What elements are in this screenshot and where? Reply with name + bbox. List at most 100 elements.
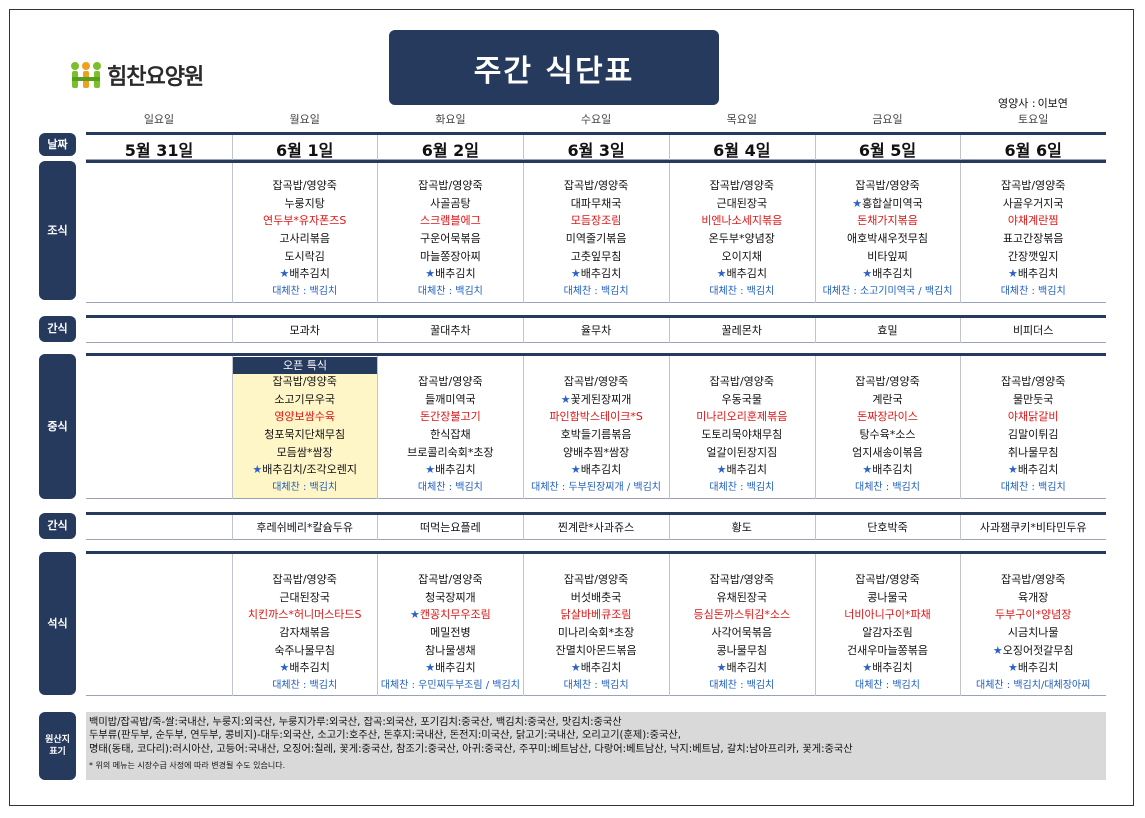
column-divider [960, 554, 962, 696]
menu-item-text: 사골우거지국 [1002, 196, 1064, 210]
menu-item: 잡곡밥/영양죽 [377, 571, 523, 589]
lunch-cell: 잡곡밥/영양죽 우동국물 미나리오리훈제볶음 도토리묵야채무침 얼갈이된장지짐 ★배추김치… [669, 373, 815, 497]
column-divider [814, 318, 816, 343]
menu-item: 등심돈까스튀김*소스 [669, 606, 815, 624]
menu-item: 건새우마늘쫑볶음 [815, 642, 961, 660]
menu-item: 잡곡밥/영양죽 [523, 571, 669, 589]
menu-item-text: 배추김치 [435, 661, 476, 675]
menu-item-text: 대체찬 : 백김치 [272, 286, 338, 298]
substitute-dish: 대체찬 : 백김치 [232, 283, 378, 301]
substitute-dish: 대체찬 : 백김치 [377, 479, 523, 497]
menu-item-text: 잡곡밥/영양죽 [563, 179, 629, 192]
column-divider [523, 318, 525, 343]
dinner-row: 잡곡밥/영양죽 근대된장국 치킨까스*허니머스타드S 감자채볶음 숙주나물무침 ★배추김치… [86, 551, 1106, 696]
menu-item-text: 대체찬 : 백김치 [272, 680, 338, 692]
menu-item: 잡곡밥/영양죽 [669, 177, 815, 195]
menu-item-text: 대체찬 : 백김치 [709, 286, 775, 298]
menu-item: 엄지새송이볶음 [815, 444, 961, 462]
menu-item: 비타잎찌 [815, 248, 961, 266]
date-cell: 6월 2일 [421, 141, 480, 160]
menu-item-text: 배추김치 [872, 463, 913, 477]
menu-item-text: 배추김치 [289, 661, 330, 675]
day-name: 목요일 [726, 113, 757, 126]
column-divider [377, 515, 379, 540]
menu-item: 고사리볶음 [232, 230, 378, 248]
menu-item: 계란국 [815, 391, 961, 409]
menu-item-text: 도토리묵야채무침 [701, 428, 783, 442]
menu-item-text: 배추김치 [1017, 661, 1059, 675]
menu-item-text: 얼갈이된장지짐 [706, 445, 778, 459]
menu-item-text: 배추김치 [872, 661, 913, 675]
snack2-cell: 떠먹는요플레 [420, 521, 481, 534]
breakfast-cell: 잡곡밥/영양죽 누룽지탕 연두부*유자폰즈S 고사리볶음 도시락김 ★배추김치 대체찬 : … [232, 177, 378, 301]
menu-item: 잡곡밥/영양죽 [523, 177, 669, 195]
menu-item-text: 배추김치 [1017, 267, 1059, 281]
menu-item-text: 육개장 [1018, 590, 1049, 604]
menu-item-text: 대파무채국 [570, 196, 622, 210]
column-divider [377, 135, 379, 160]
menu-item-text: 대체찬 : 백김치 [709, 680, 775, 692]
date-cell: 6월 5일 [858, 141, 917, 160]
menu-item: 근대된장국 [669, 195, 815, 213]
menu-item-text: 돈짜장라이스 [857, 410, 918, 424]
menu-item-text: 야채계란찜 [1007, 214, 1059, 228]
date-cell: 5월 31일 [124, 141, 194, 160]
menu-item-text: 미역줄기볶음 [565, 232, 627, 246]
row-label-origin: 원산지표기 [39, 712, 76, 780]
menu-item: 잡곡밥/영양죽 [377, 177, 523, 195]
row-bottom-border [86, 342, 1106, 343]
menu-item-text: 잡곡밥/영양죽 [418, 179, 483, 192]
snack2-cell: 후레쉬베리*칼슘두유 [256, 521, 353, 534]
menu-item-text: 캔꽁치무우조림 [419, 608, 491, 622]
row-top-border [86, 315, 1106, 318]
menu-item: ★배추김치 [523, 265, 669, 283]
snack2-cell: 사과잼쿠키*비타민두유 [979, 521, 1087, 534]
menu-item: 참나물생채 [377, 642, 523, 660]
day-name: 화요일 [435, 113, 466, 126]
menu-item-text: 감자채볶음 [279, 626, 330, 640]
star-icon: ★ [1008, 661, 1018, 675]
column-divider [668, 356, 670, 499]
menu-item-text: 고춧잎무침 [570, 249, 622, 263]
menu-item: ★배추김치 [377, 265, 523, 283]
menu-item-text: 모듬쌈*쌈장 [276, 445, 333, 459]
breakfast-cell: 잡곡밥/영양죽 ★홍합살미역국 돈채가지볶음 애호박새우젓무침 비타잎찌 ★배추김치 대체찬… [815, 177, 961, 301]
column-divider [814, 554, 816, 696]
menu-item: 잡곡밥/영양죽 [960, 373, 1106, 391]
menu-item: ★배추김치 [815, 659, 961, 677]
snack2-cell: 단호박죽 [867, 521, 908, 534]
substitute-dish: 대체찬 : 백김치 [669, 479, 815, 497]
row-top-border [86, 551, 1106, 554]
menu-item: 청포묵지단채무침 [232, 426, 378, 444]
dinner-cell: 잡곡밥/영양죽 근대된장국 치킨까스*허니머스타드S 감자채볶음 숙주나물무침 ★배추김치… [232, 571, 378, 695]
menu-item: 잡곡밥/영양죽 [232, 571, 378, 589]
menu-item-text: 잡곡밥/영양죽 [272, 375, 337, 388]
menu-item: ★배추김치 [815, 461, 961, 479]
menu-item-text: 간장깻잎지 [1007, 249, 1059, 263]
dinner-cell: 잡곡밥/영양죽 청국장찌개 ★캔꽁치무우조림 메밀전병 참나물생채 ★배추김치 대체찬 : … [377, 571, 523, 695]
row-bottom-border [86, 539, 1106, 540]
snack1-cell: 꿀대추차 [430, 324, 471, 337]
menu-item: ★배추김치 [232, 659, 378, 677]
menu-item-text: 대체찬 : 백김치 [563, 680, 629, 692]
menu-item: ★배추김치 [960, 265, 1106, 283]
page-frame [9, 9, 1134, 806]
row-top-border [86, 353, 1106, 356]
menu-item-text: 배추김치 [435, 267, 476, 281]
substitute-dish: 대체찬 : 소고기미역국 / 백김치 [815, 283, 961, 301]
column-divider [960, 356, 962, 499]
menu-item-text: 우동국물 [721, 392, 763, 406]
breakfast-cell: 잡곡밥/영양죽 사골곰탕 스크램블에그 구운어묵볶음 마늘쫑장아찌 ★배추김치 대체찬 : … [377, 177, 523, 301]
star-icon: ★ [410, 608, 420, 622]
menu-item-text: 근대된장국 [279, 590, 330, 604]
menu-item-text: 고사리볶음 [279, 232, 330, 246]
menu-item: 호박들기름볶음 [523, 426, 669, 444]
column-divider [668, 163, 670, 303]
column-divider [523, 554, 525, 696]
menu-item-text: 대체찬 : 백김치 [1000, 482, 1066, 494]
menu-item: 잡곡밥/영양죽 [960, 177, 1106, 195]
menu-item: 숙주나물무침 [232, 642, 378, 660]
menu-item: 잡곡밥/영양죽 [815, 571, 961, 589]
snack1-cell: 비피더스 [1012, 324, 1054, 337]
menu-item: 근대된장국 [232, 589, 378, 607]
